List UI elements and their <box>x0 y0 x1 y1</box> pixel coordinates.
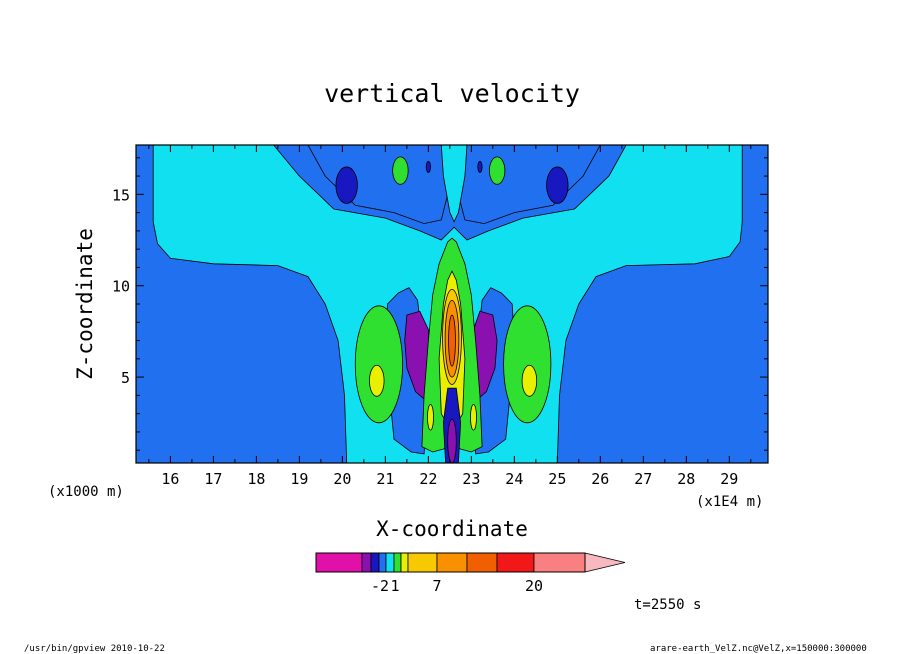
x-tick-label: 17 <box>204 470 222 488</box>
colorbar-tick-label: 7 <box>432 577 441 595</box>
x-tick-label: 22 <box>419 470 437 488</box>
x-tick-label: 27 <box>634 470 652 488</box>
upper-downdraft-left <box>335 166 358 204</box>
x-tick-label: 23 <box>462 470 480 488</box>
upper-downdraft-right <box>546 166 569 204</box>
upper-updraft-left <box>392 156 409 185</box>
upper-small-right <box>477 161 483 173</box>
upper-cyan-channel <box>440 145 468 223</box>
x-axis: 16 17 18 19 20 21 22 23 24 25 26 27 28 29 <box>148 145 752 488</box>
colorbar-extend-arrow <box>584 552 626 573</box>
colorbar-segment <box>466 552 498 573</box>
colorbar-segment <box>393 552 402 573</box>
x-tick-label: 25 <box>548 470 566 488</box>
contour-field <box>136 145 768 463</box>
x-tick-label: 21 <box>376 470 394 488</box>
updraft-left-flank-core <box>369 364 385 397</box>
colorbar-tick-label: -2 <box>371 577 389 595</box>
colorbar-segment <box>407 552 438 573</box>
x-tick-label: 24 <box>505 470 523 488</box>
colorbar-tick-label: 1 <box>390 577 399 595</box>
y-tick-label: 5 <box>121 369 130 387</box>
lower-yellow-right <box>470 404 477 431</box>
x-tick-label: 28 <box>677 470 695 488</box>
y-tick-label: 10 <box>112 278 130 296</box>
updraft-right-flank <box>503 305 552 424</box>
colorbar <box>315 552 626 573</box>
colorbar-segment <box>436 552 468 573</box>
plot-area <box>135 144 769 464</box>
x-axis-label: X-coordinate <box>376 517 528 541</box>
y-tick-label: 15 <box>112 186 130 204</box>
x-axis-units-left: (x1000 m) <box>48 484 124 500</box>
upper-small-left <box>425 161 431 173</box>
colorbar-segment <box>361 552 372 573</box>
footer-right: arare-earth_VelZ.nc@VelZ,x=150000:300000 <box>650 644 867 654</box>
colorbar-segment <box>315 552 363 573</box>
lower-yellow-left <box>427 404 434 431</box>
x-tick-label: 16 <box>161 470 179 488</box>
lower-downdraft-core <box>447 418 457 463</box>
colorbar-segment <box>400 552 409 573</box>
time-label: t=2550 s <box>634 597 701 613</box>
x-tick-label: 29 <box>720 470 738 488</box>
colorbar-tick-labels: -2 1 7 20 <box>371 577 543 595</box>
footer-left: /usr/bin/gpview 2010-10-22 <box>24 644 165 654</box>
x-tick-label: 26 <box>591 470 609 488</box>
y-axis: 5 10 15 <box>112 157 768 451</box>
chart-title: vertical velocity <box>324 79 580 108</box>
x-tick-label: 18 <box>247 470 265 488</box>
colorbar-tick-label: 20 <box>525 577 543 595</box>
updraft-right-flank-core <box>521 364 538 397</box>
updraft-core <box>448 314 456 367</box>
colorbar-segment <box>385 552 395 573</box>
updraft-left-flank <box>354 305 403 424</box>
colorbar-segment <box>370 552 380 573</box>
y-axis-label: Z-coordinate <box>73 228 97 380</box>
x-axis-units-right: (x1E4 m) <box>696 494 763 510</box>
x-tick-label: 19 <box>290 470 308 488</box>
colorbar-segment <box>378 552 387 573</box>
colorbar-segment <box>533 552 586 573</box>
colorbar-frame <box>315 552 586 573</box>
colorbar-segment <box>496 552 535 573</box>
x-tick-label: 20 <box>333 470 351 488</box>
upper-updraft-right <box>489 156 506 185</box>
